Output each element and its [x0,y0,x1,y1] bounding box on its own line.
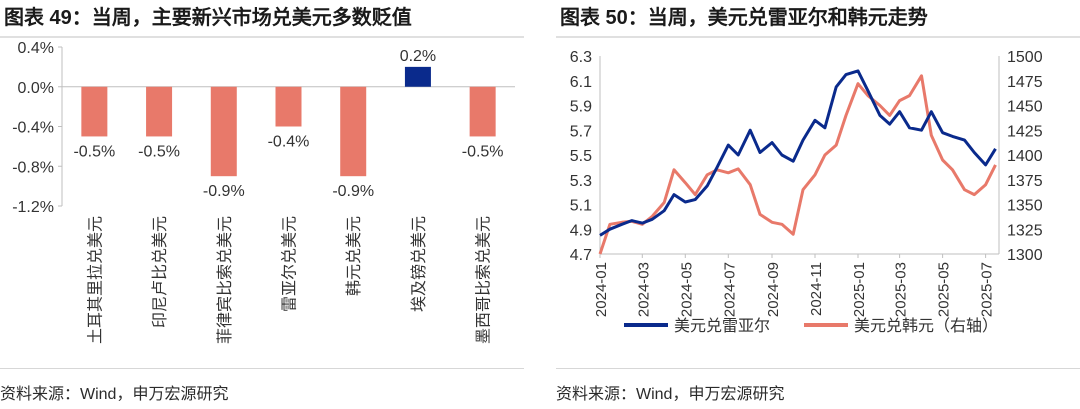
bar [146,86,173,137]
left-source-note: 资料来源：Wind，申万宏源研究 [0,386,229,403]
x-tick-label: 2024-07 [721,262,738,317]
x-tick-label: 2024-09 [765,262,782,317]
left-y-tick-label: 5.5 [570,148,592,165]
legend-label-krw: 美元兑韩元（右轴） [854,317,998,335]
bar-data-label: -0.5% [462,143,504,160]
category-label: 雷亚尔兑美元 [281,216,299,312]
right-source-note: 资料来源：Wind，申万宏源研究 [556,386,785,403]
left-y-tick-label: 6.3 [570,49,592,66]
bar [404,66,431,87]
category-label: 韩元兑美元 [345,216,363,296]
left-y-tick-label: 5.1 [570,198,592,215]
bar [81,86,108,137]
left-y-tick-label: 5.3 [570,173,592,190]
bar [210,86,237,177]
x-tick-label: 2025-05 [936,262,953,317]
series-line-real [599,69,997,237]
y-tick-label: -0.8% [12,159,54,176]
x-tick-label: 2024-05 [678,262,695,317]
right-y-tick-label: 1325 [1007,222,1043,239]
right-y-tick-label: 1500 [1007,49,1043,66]
category-label: 菲律宾比索兑美元 [216,216,234,344]
bar-data-label: -0.9% [203,183,245,200]
right-y-tick-label: 1475 [1007,74,1043,91]
x-tick-label: 2024-03 [635,262,652,317]
left-y-tick-label: 4.9 [570,222,592,239]
left-y-tick-label: 5.9 [570,99,592,116]
x-tick-label: 2025-07 [979,262,996,317]
left-chart-panel: 图表 49：当周，主要新兴市场兑美元多数贬值 0.4% 0.0% -0.4% -0.8… [0,0,524,409]
right-y-tick-label: 1350 [1007,198,1043,215]
legend-label-real: 美元兑雷亚尔 [674,317,770,335]
bar-data-label: -0.5% [138,143,180,160]
bar-data-label: -0.5% [73,143,115,160]
left-y-tick-label: 5.7 [570,123,592,140]
left-chart-title-bar: 图表 49：当周，主要新兴市场兑美元多数贬值 [0,0,524,38]
y-tick-label: -1.2% [12,199,54,216]
bar-data-label: -0.9% [332,183,374,200]
bar [340,86,367,177]
left-source-rule [0,368,524,369]
right-source-rule [556,368,1080,369]
bar-data-label: -0.4% [268,134,310,151]
category-label: 埃及镑兑美元 [410,216,428,312]
bar [275,86,302,127]
left-y-tick-label: 6.1 [570,74,592,91]
category-label: 墨西哥比索兑美元 [475,216,493,344]
right-y-tick-label: 1450 [1007,99,1043,116]
x-tick-label: 2025-03 [893,262,910,317]
category-label: 印尼卢比兑美元 [151,216,169,328]
right-y-tick-label: 1375 [1007,173,1043,190]
bar-chart: 0.4% 0.0% -0.4% -0.8% -1.2% -0.5% 土耳其里拉兑美元 -0.5… [12,40,515,344]
y-tick-label: 0.4% [18,40,54,57]
x-tick-label: 2024-01 [593,262,610,317]
bar [469,86,496,137]
left-chart-title: 图表 49：当周，主要新兴市场兑美元多数贬值 [4,7,412,29]
right-chart-title-bar: 图表 50：当周，美元兑雷亚尔和韩元走势 [556,0,1080,38]
category-label: 土耳其里拉兑美元 [86,216,104,344]
right-y-tick-label: 1425 [1007,123,1043,140]
left-y-tick-label: 4.7 [570,247,592,264]
x-tick-label: 2024-11 [808,262,825,316]
right-y-tick-label: 1400 [1007,148,1043,165]
series-line-krw [598,74,997,255]
right-y-tick-label: 1300 [1007,247,1043,264]
line-chart: 6.3 6.1 5.9 5.7 5.5 5.3 5.1 4.9 4.7 1500 1475 1450 1… [570,49,1043,335]
right-chart-title: 图表 50：当周，美元兑雷亚尔和韩元走势 [560,7,928,29]
bar-data-label: 0.2% [400,48,436,65]
y-tick-label: 0.0% [18,80,54,97]
y-tick-label: -0.4% [12,120,54,137]
x-tick-label: 2025-01 [851,262,868,317]
right-chart-panel: 图表 50：当周，美元兑雷亚尔和韩元走势 6.3 6.1 5.9 5.7 5.5 5.3 5… [556,0,1080,409]
